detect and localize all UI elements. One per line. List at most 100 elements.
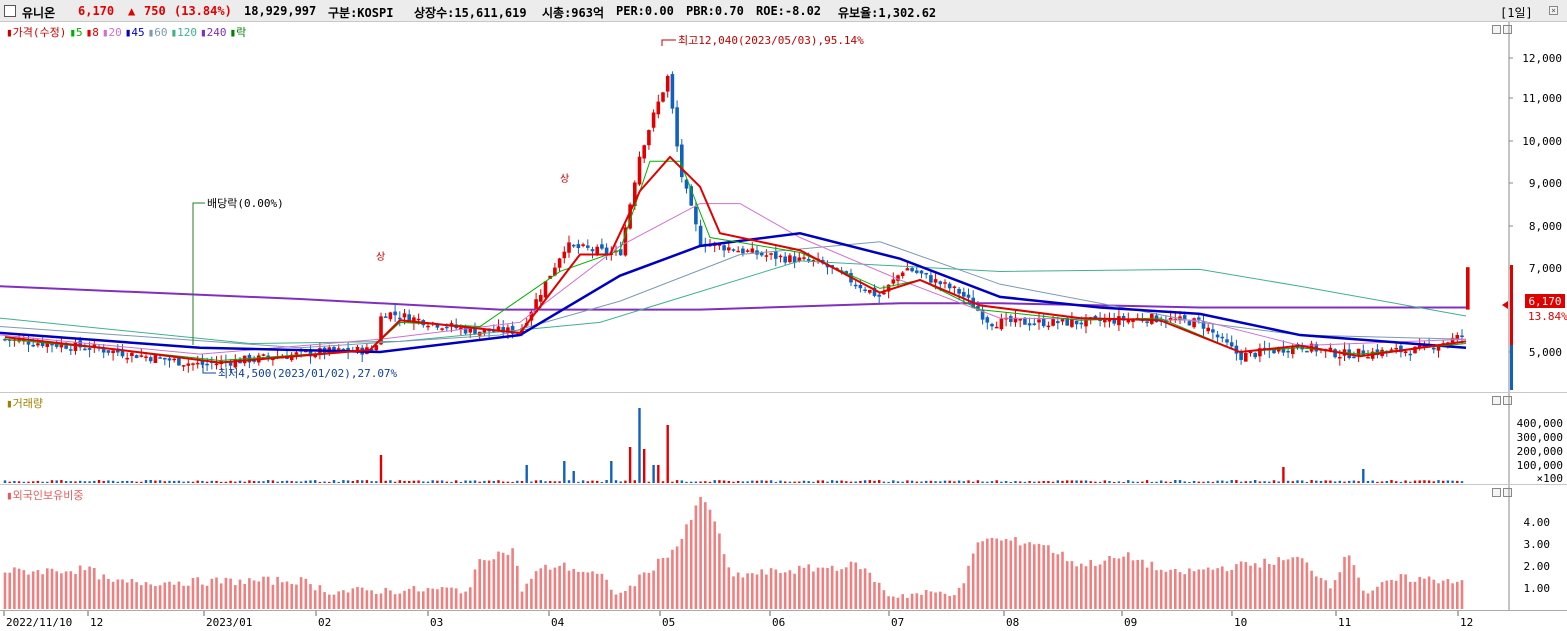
volume-bar bbox=[1418, 480, 1421, 483]
candle-body bbox=[806, 258, 811, 261]
legend-item[interactable]: ▮240 bbox=[199, 26, 227, 39]
legend-item[interactable]: ▮8 bbox=[85, 26, 99, 39]
foreign-bar bbox=[93, 567, 96, 609]
candle-body bbox=[736, 250, 740, 253]
foreign-bar bbox=[671, 549, 674, 609]
select-checkbox[interactable] bbox=[4, 5, 16, 17]
candle-body bbox=[731, 249, 736, 251]
foreign-bar bbox=[1206, 567, 1210, 609]
volume-bar bbox=[389, 480, 392, 483]
candle-body bbox=[501, 327, 505, 333]
foreign-bar bbox=[182, 585, 185, 609]
volume-bar bbox=[722, 480, 726, 483]
legend-item[interactable]: ▮락 bbox=[229, 26, 247, 39]
dividend-marker bbox=[192, 202, 205, 345]
volume-bar bbox=[111, 480, 115, 483]
legend-item[interactable]: ▮20 bbox=[101, 26, 122, 39]
legend-item[interactable]: ▮5 bbox=[69, 26, 83, 39]
foreign-bar bbox=[1376, 586, 1379, 609]
foreign-bar bbox=[1235, 564, 1238, 609]
candle-body bbox=[905, 268, 910, 271]
candle-body bbox=[111, 350, 115, 354]
foreign-bar bbox=[219, 583, 223, 609]
foreign-bar bbox=[1164, 571, 1168, 609]
foreign-bar bbox=[704, 502, 707, 609]
foreign-bar bbox=[1141, 559, 1144, 609]
close-icon[interactable]: × bbox=[1549, 6, 1558, 15]
candle-body bbox=[205, 363, 209, 366]
foreign-bar bbox=[1390, 579, 1393, 609]
candle-body bbox=[853, 284, 858, 287]
foreign-bar bbox=[788, 570, 792, 609]
foreign-bar bbox=[1197, 569, 1201, 609]
foreign-bar bbox=[313, 590, 317, 609]
volume-bar bbox=[915, 481, 918, 483]
foreign-bar bbox=[1216, 568, 1219, 609]
foreign-bar bbox=[497, 551, 500, 609]
volume-bar bbox=[1376, 481, 1379, 483]
maximize-icon[interactable] bbox=[1503, 488, 1512, 497]
candle-body bbox=[957, 288, 961, 294]
volume-bar bbox=[831, 480, 834, 483]
foreign-bar bbox=[638, 574, 641, 609]
candle-body bbox=[553, 267, 557, 276]
volume-bar bbox=[586, 481, 589, 483]
volume-bar bbox=[267, 480, 270, 483]
volume-bar bbox=[1155, 481, 1158, 483]
candle-body bbox=[750, 248, 755, 253]
minimize-icon[interactable] bbox=[1492, 396, 1501, 405]
volume-bar bbox=[1338, 480, 1341, 483]
volume-bar bbox=[1399, 481, 1403, 483]
legend-item[interactable]: ▮가격(수정) bbox=[6, 26, 67, 39]
volume-bar bbox=[140, 481, 143, 483]
legend-item[interactable]: ▮45 bbox=[124, 26, 145, 39]
candle-body bbox=[534, 299, 538, 313]
volume-bar bbox=[539, 480, 542, 483]
volume-bar bbox=[55, 480, 58, 483]
candle-body bbox=[1084, 317, 1088, 327]
volume-bar bbox=[976, 480, 980, 483]
candle-body bbox=[1041, 318, 1046, 327]
candle-body bbox=[1366, 357, 1370, 359]
volume-bar bbox=[318, 481, 322, 483]
candle-body bbox=[139, 355, 144, 357]
foreign-axis-label: 4.00 bbox=[1524, 516, 1551, 529]
foreign-bar bbox=[1080, 563, 1083, 609]
minimize-icon[interactable] bbox=[1492, 25, 1501, 34]
candle-body bbox=[1182, 315, 1187, 320]
candle-body bbox=[1154, 315, 1159, 323]
legend-item[interactable]: ▮60 bbox=[147, 26, 168, 39]
foreign-bar bbox=[793, 573, 796, 609]
candle-body bbox=[811, 260, 816, 262]
volume-bar bbox=[1183, 481, 1186, 483]
foreign-bar bbox=[262, 576, 265, 609]
foreign-bar bbox=[116, 579, 120, 609]
pbr-value: PBR:0.70 bbox=[686, 4, 744, 18]
legend-item[interactable]: ▮120 bbox=[170, 26, 197, 39]
candle-body bbox=[562, 251, 567, 259]
foreign-bar bbox=[46, 568, 49, 609]
volume-bar bbox=[1249, 481, 1252, 483]
foreign-bar bbox=[459, 593, 463, 609]
foreign-bar bbox=[31, 571, 35, 609]
volume-bar bbox=[1131, 481, 1135, 483]
volume-bar bbox=[502, 481, 505, 483]
candle-body bbox=[590, 249, 595, 252]
date-label: 05 bbox=[662, 616, 675, 629]
foreign-bar bbox=[577, 571, 580, 609]
maximize-icon[interactable] bbox=[1503, 25, 1512, 34]
maximize-icon[interactable] bbox=[1503, 396, 1512, 405]
candle-body bbox=[186, 363, 191, 366]
foreign-bar bbox=[873, 582, 876, 609]
ma120-line bbox=[0, 260, 1467, 345]
period-selector[interactable]: [1일] bbox=[1500, 6, 1533, 20]
foreign-bar bbox=[1380, 582, 1384, 609]
foreign-bar bbox=[304, 578, 308, 609]
volume-bar bbox=[534, 480, 538, 483]
foreign-bar bbox=[1159, 569, 1163, 609]
foreign-bar bbox=[661, 557, 665, 609]
volume-bar bbox=[346, 480, 350, 483]
volume-bar bbox=[882, 481, 886, 483]
minimize-icon[interactable] bbox=[1492, 488, 1501, 497]
candle-body bbox=[1074, 320, 1079, 325]
